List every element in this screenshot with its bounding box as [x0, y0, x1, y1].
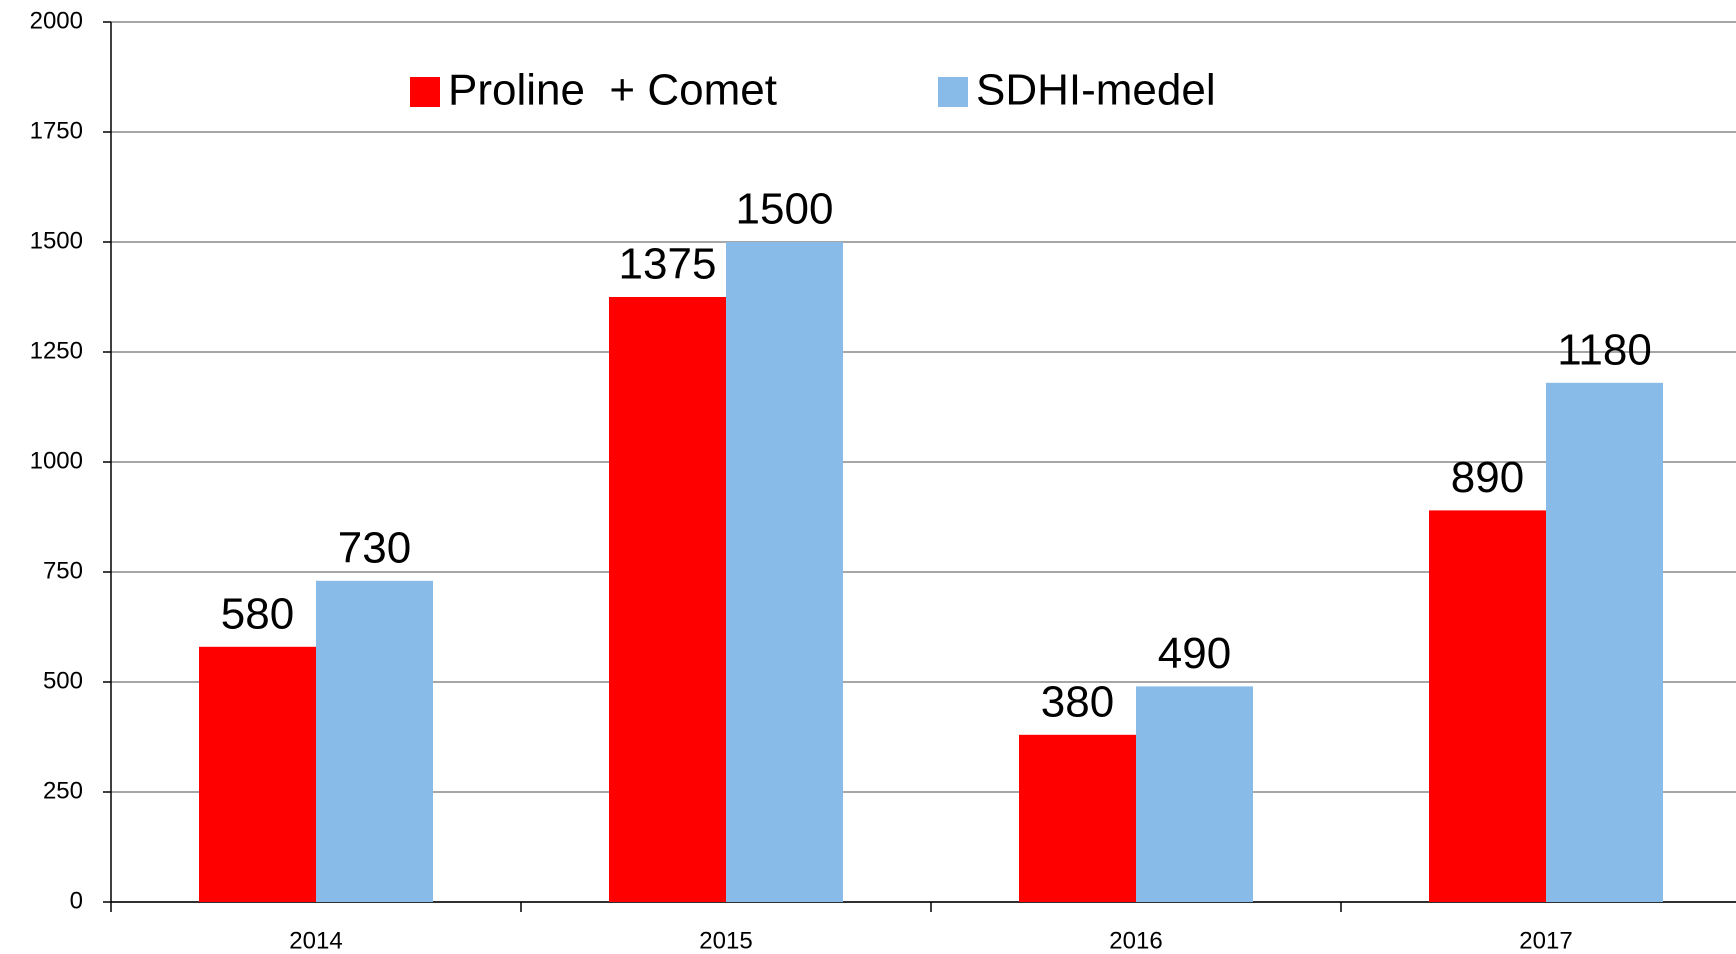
y-tick-label: 500 [43, 667, 83, 694]
bar [316, 580, 433, 902]
y-tick-label: 1250 [30, 337, 83, 364]
x-tick-label: 2016 [1109, 927, 1162, 954]
y-tick-label: 1500 [30, 227, 83, 254]
y-tick-label: 0 [70, 887, 83, 914]
bar [199, 646, 316, 902]
y-tick-label: 250 [43, 777, 83, 804]
legend-label: SDHI-medel [976, 66, 1216, 115]
bar [1136, 686, 1253, 902]
x-tick-label: 2014 [289, 927, 342, 954]
value-label: 1375 [619, 240, 717, 289]
legend-swatch [938, 77, 968, 107]
bar [1019, 734, 1136, 902]
x-tick-label: 2015 [699, 927, 752, 954]
bar [1429, 510, 1546, 902]
x-tick-label: 2017 [1519, 927, 1572, 954]
value-label: 890 [1451, 453, 1524, 502]
legend-label: Proline + Comet [448, 66, 777, 115]
y-tick-label: 1000 [30, 447, 83, 474]
y-tick-label: 2000 [30, 7, 83, 34]
value-label: 1180 [1557, 325, 1652, 374]
value-label: 380 [1041, 677, 1114, 726]
value-label: 1500 [736, 185, 834, 234]
y-tick-label: 750 [43, 557, 83, 584]
value-label: 490 [1158, 629, 1231, 678]
bar [726, 242, 843, 902]
legend-swatch [410, 77, 440, 107]
bar [609, 297, 726, 902]
value-label: 730 [338, 523, 411, 572]
value-label: 580 [221, 589, 294, 638]
bar [1546, 382, 1663, 902]
y-tick-label: 1750 [30, 117, 83, 144]
